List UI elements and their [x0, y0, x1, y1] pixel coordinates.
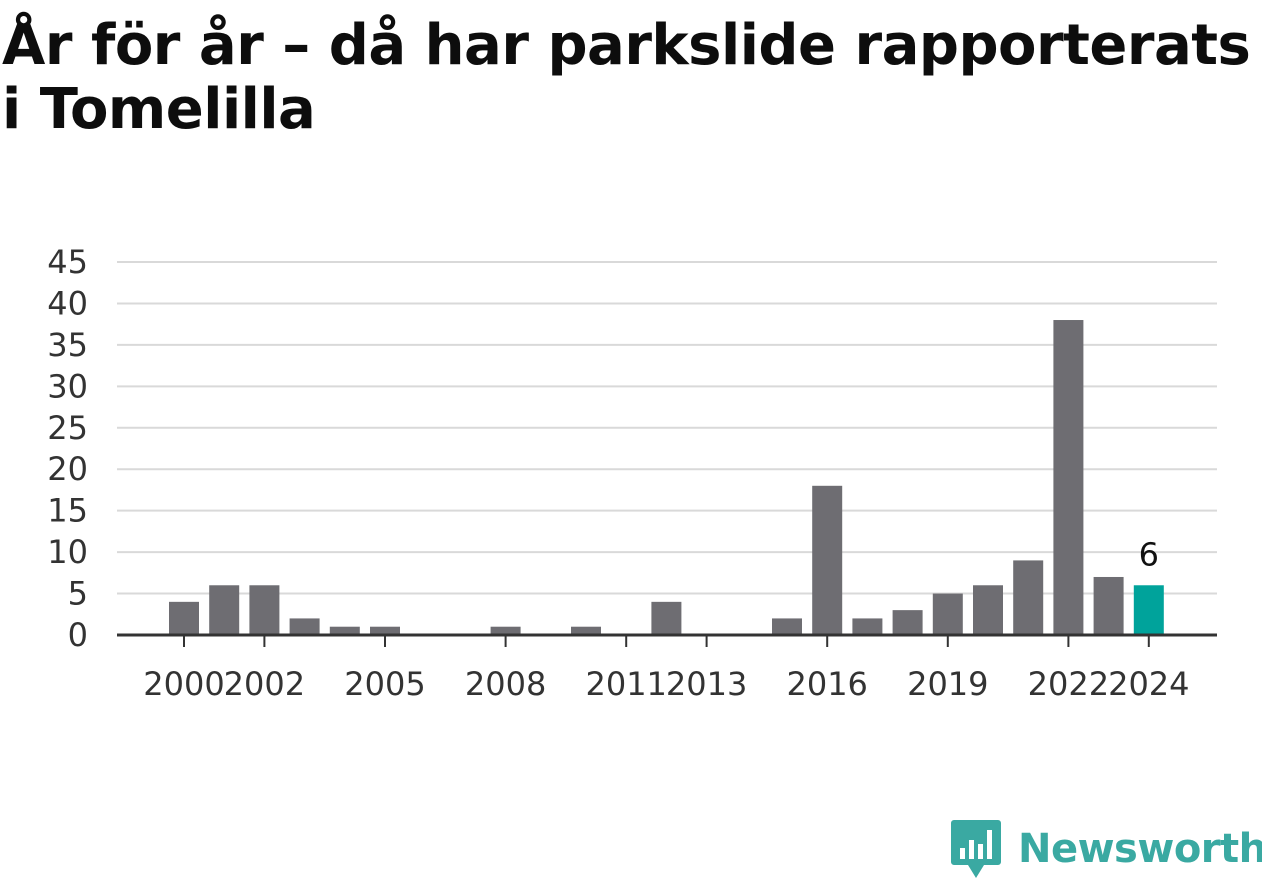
- chart-title: År för år – då har parkslide rapporterat…: [2, 13, 1251, 142]
- bar-2018: [892, 610, 923, 635]
- bar-2005: [370, 626, 400, 635]
- x-tick-label: 2019: [907, 665, 988, 703]
- y-tick-label: 5: [68, 575, 88, 613]
- bar-2012: [651, 601, 682, 635]
- x-tick-label: 2024: [1108, 665, 1189, 703]
- data-labels: 6: [1139, 535, 1159, 573]
- y-tick-label: 15: [47, 492, 88, 530]
- bar-2022: [1053, 320, 1084, 635]
- bar-2000: [169, 601, 199, 635]
- bar-2008: [490, 626, 521, 635]
- newsworthy-logo-icon: [951, 820, 1001, 878]
- gridlines: [117, 261, 1217, 595]
- bar-2004: [329, 626, 360, 635]
- data-label-2024: 6: [1139, 535, 1159, 573]
- y-tick-label: 0: [68, 616, 88, 654]
- bar-2010: [571, 626, 601, 635]
- y-tick-label: 40: [47, 284, 88, 322]
- bar-2015: [772, 618, 802, 635]
- bar-2024: [1133, 585, 1164, 635]
- x-tick-label: 2013: [666, 665, 747, 703]
- bar-2017: [852, 618, 883, 635]
- bar-2021: [1013, 560, 1044, 635]
- x-tick-label: 2022: [1028, 665, 1109, 703]
- y-tick-label: 30: [47, 367, 88, 405]
- x-tick-label: 2008: [465, 665, 546, 703]
- y-tick-label: 45: [47, 243, 88, 281]
- bar-2002: [249, 585, 280, 635]
- bar-2016: [812, 485, 843, 635]
- x-tick-label: 2011: [585, 665, 666, 703]
- bar-2019: [932, 593, 963, 635]
- bar-2001: [209, 585, 240, 635]
- x-tick-label: 2016: [786, 665, 867, 703]
- x-tick-label: 2002: [224, 665, 305, 703]
- x-tick-label: 2000: [143, 665, 224, 703]
- y-tick-label: 10: [47, 533, 88, 571]
- bar-2020: [973, 585, 1003, 635]
- y-tick-label: 25: [47, 409, 88, 447]
- y-tick-label: 20: [47, 450, 88, 488]
- x-tick-label: 2005: [344, 665, 425, 703]
- brand-name: Newsworthy: [1018, 826, 1262, 872]
- bars: [169, 320, 1164, 635]
- brand-logo: Newsworthy: [950, 818, 1262, 880]
- bar-2023: [1093, 576, 1124, 635]
- bar-2003: [289, 618, 320, 635]
- y-tick-label: 35: [47, 326, 88, 364]
